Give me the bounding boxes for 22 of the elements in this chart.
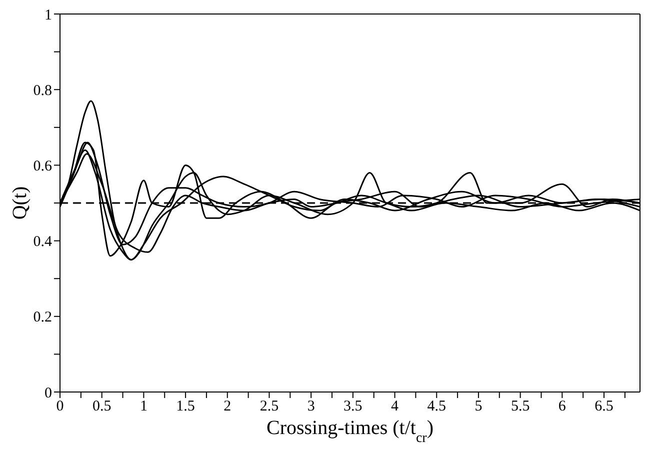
y-tick-label: 0 xyxy=(44,385,52,402)
y-axis-title: Q(t) xyxy=(9,186,31,220)
y-tick-label: 0.2 xyxy=(33,310,52,326)
x-tick-label: 6.5 xyxy=(594,398,614,415)
x-tick-label: 0.5 xyxy=(92,398,112,415)
x-tick-label: 3.5 xyxy=(344,398,362,415)
x-axis-title: Crossing-times (t/t$_{cr}$) xyxy=(266,417,434,446)
y-tick-label: 0.6 xyxy=(33,158,52,175)
x-tick-label: 6 xyxy=(558,398,566,415)
x-tick-label: 4 xyxy=(391,398,400,415)
x-tick-label: 5.5 xyxy=(510,398,530,415)
x-tick-label: 2.5 xyxy=(260,398,279,415)
y-tick-label: 1 xyxy=(44,7,52,24)
x-tick-label: 1.5 xyxy=(176,398,195,415)
x-tick-label: 0 xyxy=(56,398,64,415)
x-tick-label: 4.5 xyxy=(427,398,446,415)
y-tick-label: 0.8 xyxy=(33,82,52,99)
x-tick-label: 2 xyxy=(224,398,232,415)
y-tick-label: 0.4 xyxy=(33,234,52,250)
x-tick-label: 3 xyxy=(307,398,315,415)
x-tick-label: 1 xyxy=(140,398,148,415)
x-tick-label: 5 xyxy=(474,398,482,415)
